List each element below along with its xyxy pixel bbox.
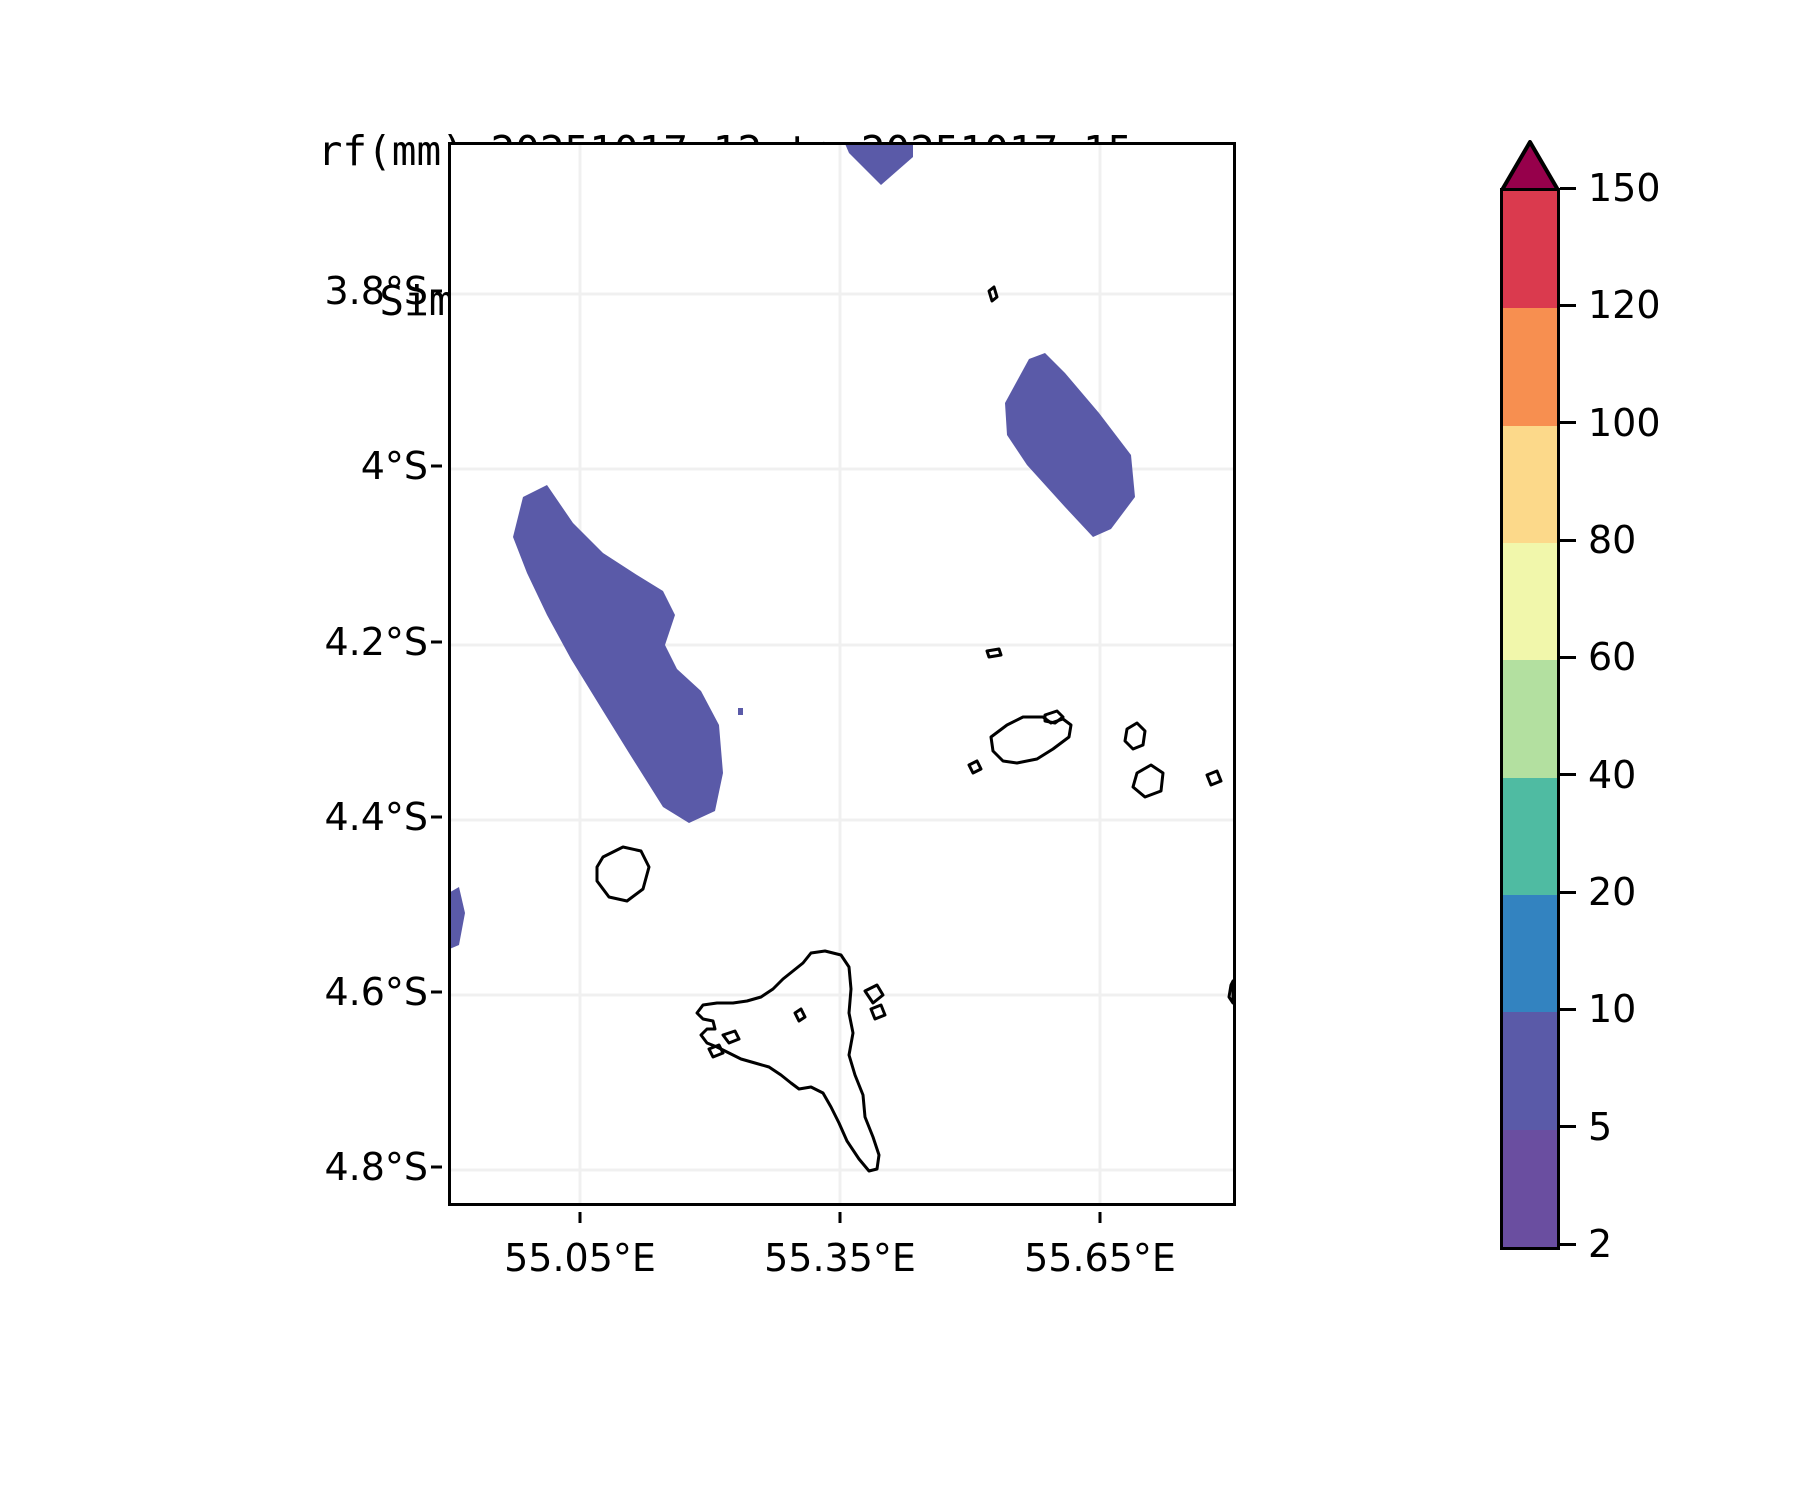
colorbar-tick-label: 120: [1588, 283, 1661, 328]
y-tick-mark: [431, 815, 442, 819]
colorbar-tick-mark: [1560, 890, 1576, 894]
colorbar-tick-mark: [1560, 1007, 1576, 1011]
colorbar-tick: 10: [1560, 987, 1636, 1031]
y-tick-mark: [431, 289, 442, 293]
colorbar-segment: [1503, 191, 1557, 309]
colorbar-tick: 100: [1560, 401, 1661, 445]
y-tick-label: 4.4°S: [324, 795, 428, 839]
colorbar-tick-mark: [1560, 1125, 1576, 1129]
y-axis-ticks: 3.8°S 4°S 4.2°S 4.4°S 4.6°S 4.8°S: [170, 142, 442, 1206]
colorbar-tick-label: 20: [1588, 870, 1637, 914]
y-tick-mark: [431, 640, 442, 644]
colorbar-tick: 150: [1560, 166, 1661, 210]
y-tick-mark: [431, 990, 442, 994]
colorbar-tick-label: 100: [1588, 400, 1661, 445]
colorbar-tick-label: 150: [1588, 166, 1661, 210]
colorbar: 2 5 10 20 40 60 80 100 120 150: [1500, 140, 1661, 1266]
colorbar-tick: 40: [1560, 753, 1636, 797]
colorbar-ticks: 2 5 10 20 40 60 80 100 120 150: [1560, 166, 1800, 1266]
y-tick-label: 3.8°S: [324, 269, 428, 313]
y-tick-mark: [431, 1165, 442, 1169]
colorbar-tick-mark: [1560, 186, 1576, 190]
colorbar-tick-mark: [1560, 1242, 1576, 1246]
colorbar-tick: 20: [1560, 870, 1636, 914]
colorbar-segment: [1503, 1129, 1557, 1247]
coastlines: [595, 285, 1233, 1173]
colorbar-tick: 80: [1560, 518, 1636, 562]
y-tick-label: 4°S: [360, 444, 428, 488]
colorbar-tick-mark: [1560, 421, 1576, 425]
map-canvas: [451, 145, 1233, 1203]
colorbar-tick-mark: [1560, 303, 1576, 307]
colorbar-extend-arrow: [1500, 140, 1560, 192]
colorbar-gradient: [1500, 188, 1560, 1250]
x-tick-mark: [1098, 1212, 1102, 1223]
colorbar-tick-mark: [1560, 773, 1576, 777]
colorbar-tick-label: 2: [1588, 1222, 1613, 1266]
colorbar-tick-mark: [1560, 655, 1576, 659]
colorbar-segment: [1503, 894, 1557, 1013]
colorbar-tick-label: 60: [1588, 635, 1637, 680]
colorbar-segment: [1503, 777, 1557, 895]
colorbar-tick-mark: [1560, 538, 1576, 542]
colorbar-tick-label: 40: [1588, 752, 1637, 797]
x-tick-mark: [578, 1212, 582, 1223]
colorbar-tick-label: 80: [1588, 518, 1637, 562]
x-axis-ticks: 55.05°E 55.35°E 55.65°E: [448, 1212, 1236, 1282]
colorbar-segment: [1503, 425, 1557, 543]
colorbar-segment: [1503, 660, 1557, 778]
colorbar-tick: 5: [1560, 1105, 1612, 1149]
x-tick-label: 55.65°E: [1024, 1236, 1176, 1280]
map-plot-area: [448, 142, 1236, 1206]
colorbar-tick: 2: [1560, 1222, 1612, 1266]
y-tick-label: 4.6°S: [324, 970, 428, 1014]
colorbar-tick: 120: [1560, 283, 1661, 327]
y-tick-label: 4.8°S: [324, 1145, 428, 1189]
y-tick-label: 4.2°S: [324, 620, 428, 664]
gridlines: [451, 145, 1233, 1203]
x-tick-label: 55.35°E: [764, 1236, 916, 1280]
colorbar-tick-label: 10: [1588, 987, 1637, 1032]
x-tick-mark: [838, 1212, 842, 1223]
colorbar-segment: [1503, 308, 1557, 426]
colorbar-segment: [1503, 542, 1557, 661]
colorbar-tick: 60: [1560, 635, 1636, 679]
y-tick-mark: [431, 464, 442, 468]
x-tick-label: 55.05°E: [504, 1236, 656, 1280]
colorbar-tick-label: 5: [1588, 1104, 1613, 1149]
colorbar-segment: [1503, 1012, 1557, 1130]
rainfall-contour-band-2-5: [451, 145, 1135, 949]
